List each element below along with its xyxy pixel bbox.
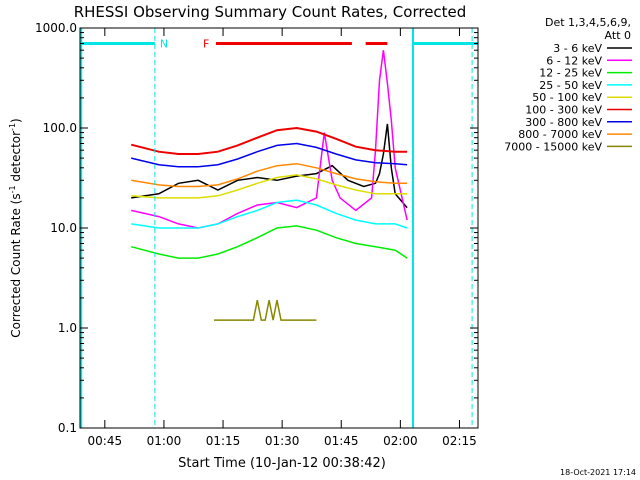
y-tick-label: 0.1 — [58, 421, 77, 435]
plot-area — [130, 50, 408, 321]
legend-label: 800 - 7000 keV — [518, 128, 602, 141]
y-tick-label: 10.0 — [50, 221, 77, 235]
legend-label: 7000 - 15000 keV — [504, 140, 602, 153]
y-tick-label: 1.0 — [58, 321, 77, 335]
x-tick-label: 02:15 — [442, 434, 477, 448]
y-axis-label-sup2: -1 — [8, 123, 17, 131]
series-line-100-300kev — [130, 126, 408, 155]
series-line-12-25kev — [131, 225, 408, 259]
legend-label: 3 - 6 keV — [553, 42, 602, 55]
ticks: 0.1 1.0 10.0 100.0 1000.0 00:45 01:00 01:15 01:3… — [35, 21, 478, 448]
y-tick-label: 100.0 — [43, 121, 77, 135]
x-tick-label: 01:45 — [324, 434, 359, 448]
y-axis-label-text: Corrected Count Rate (s — [9, 193, 23, 337]
x-tick-label: 01:00 — [147, 434, 182, 448]
x-tick-label: 00:45 — [88, 434, 123, 448]
x-tick-label: 01:15 — [206, 434, 241, 448]
legend-label: 12 - 25 keV — [539, 67, 602, 80]
y-axis-label-sup: -1 — [8, 185, 17, 193]
legend-attenuator: Att 0 — [605, 29, 631, 42]
series-line-50-100kev — [131, 174, 408, 199]
night-label: N — [160, 37, 168, 50]
legend-label: 300 - 800 keV — [525, 116, 602, 129]
footer-date: 18-Oct-2021 17:14 — [560, 468, 636, 477]
legend-label: 6 - 12 keV — [546, 54, 602, 67]
x-tick-label: 02:00 — [383, 434, 418, 448]
chart-title: RHESSI Observing Summary Count Rates, Co… — [74, 3, 467, 21]
series-line-7000-15000kev — [214, 299, 317, 321]
flare-label: F — [203, 37, 209, 50]
y-tick-label: 1000.0 — [35, 21, 77, 35]
legend-label: 50 - 100 keV — [532, 91, 602, 104]
y-axis-label: Corrected Count Rate (s-1 detector-1) — [8, 118, 23, 337]
series-line-800-7000kev — [131, 162, 408, 188]
series-line-25-50kev — [131, 199, 408, 229]
legend-detectors: Det 1,3,4,5,6,9, — [545, 16, 631, 29]
legend-label: 100 - 300 keV — [525, 104, 602, 117]
x-tick-label: 01:30 — [265, 434, 300, 448]
y-axis-label-mid: detector — [9, 131, 23, 186]
series-line-300-800kev — [131, 142, 408, 168]
x-axis-label: Start Time (10-Jan-12 00:38:42) — [178, 456, 386, 471]
legend-label: 25 - 50 keV — [539, 79, 602, 92]
y-axis-label-end: ) — [9, 118, 23, 123]
